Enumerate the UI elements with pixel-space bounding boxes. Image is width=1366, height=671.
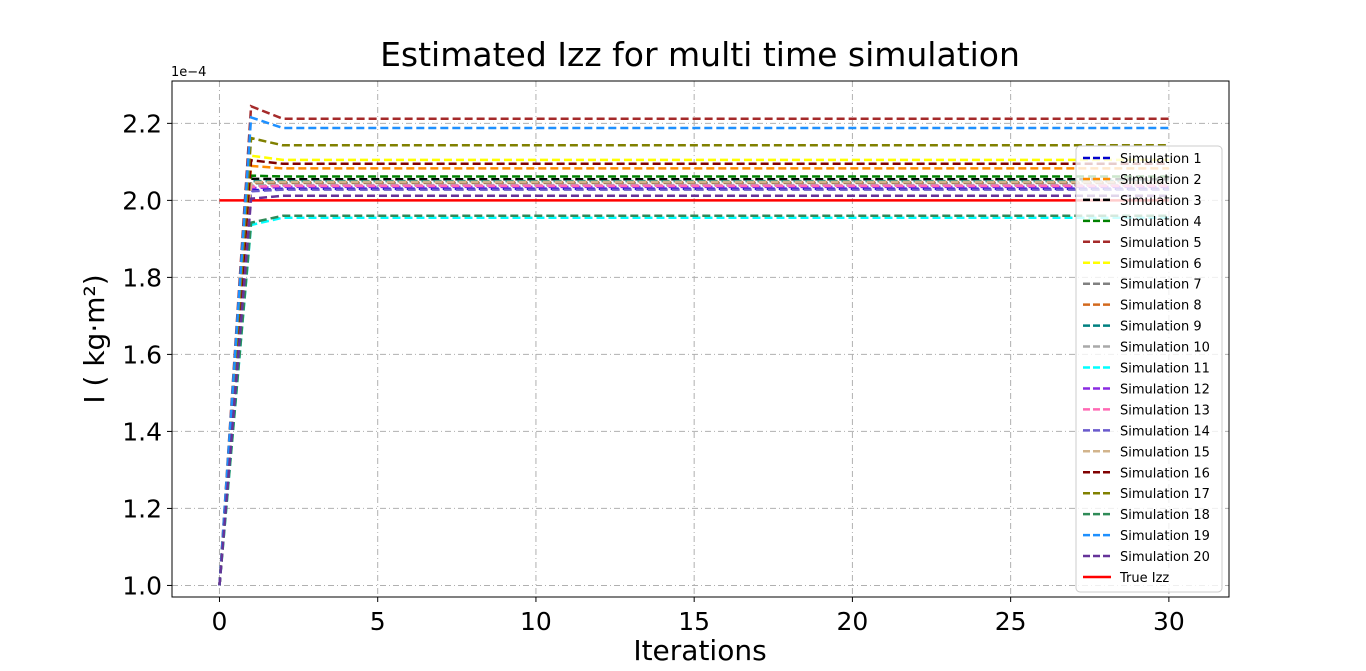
simulation-14-line	[218, 188, 1169, 586]
legend-label: Simulation 11	[1120, 362, 1210, 377]
simulation-2-line	[218, 164, 1169, 586]
plot-frame	[171, 80, 1230, 598]
legend-label: Simulation 18	[1120, 508, 1210, 523]
legend-label: Simulation 6	[1120, 257, 1202, 272]
legend-label: Simulation 12	[1120, 382, 1210, 397]
simulation-15-line	[218, 180, 1169, 586]
simulation-19-line	[218, 115, 1169, 586]
legend-label: Simulation 19	[1120, 529, 1210, 544]
legend-label: Simulation 1	[1120, 152, 1202, 167]
legend-label: Simulation 4	[1120, 215, 1202, 230]
legend-label: Simulation 20	[1120, 550, 1210, 565]
y-axis-ticks: 1.0 1.2 1.4 1.6 1.8 2.0 2.2	[122, 109, 172, 600]
y-tick-label: 1.0	[122, 571, 162, 600]
y-tick-label: 1.6	[122, 340, 162, 369]
series-lines	[218, 104, 1169, 586]
x-axis-ticks: 0 5 10 15 20 25 30	[212, 597, 1185, 636]
x-tick-label: 0	[212, 607, 228, 636]
y-tick-label: 2.2	[122, 109, 162, 138]
legend-box	[1075, 145, 1223, 593]
simulation-5-line	[218, 104, 1169, 586]
y-tick-label: 1.8	[122, 263, 162, 292]
simulation-16-line	[218, 158, 1169, 586]
x-tick-label: 30	[1153, 607, 1185, 636]
legend-label: Simulation 7	[1120, 278, 1202, 293]
y-tick-label: 1.2	[122, 494, 162, 523]
x-tick-label: 5	[370, 607, 386, 636]
legend-label: Simulation 17	[1120, 487, 1210, 502]
x-tick-label: 25	[995, 607, 1027, 636]
x-axis-label: Iterations	[633, 634, 766, 667]
simulation-11-line	[218, 216, 1169, 586]
legend-label: Simulation 14	[1120, 424, 1210, 439]
x-tick-label: 20	[836, 607, 868, 636]
legend-label: True Izz	[1119, 571, 1169, 586]
legend-label: Simulation 10	[1120, 341, 1210, 356]
y-axis-label: I ( kg·m²)	[78, 274, 111, 403]
y-tick-label: 1.4	[122, 417, 162, 446]
legend-label: Simulation 16	[1120, 466, 1210, 481]
simulation-13-line	[218, 184, 1169, 586]
legend-label: Simulation 13	[1120, 403, 1210, 418]
legend: Simulation 1 Simulation 2 Simulation 3 Simu…	[1075, 145, 1223, 593]
simulation-3-line	[218, 177, 1169, 586]
simulation-17-line	[218, 136, 1169, 586]
simulation-6-line	[218, 154, 1169, 586]
legend-label: Simulation 2	[1120, 173, 1202, 188]
simulation-4-line	[218, 174, 1169, 586]
legend-label: Simulation 3	[1120, 194, 1202, 209]
chart-title: Estimated Izz for multi time simulation	[380, 35, 1020, 74]
simulation-18-line	[218, 214, 1169, 586]
x-tick-label: 15	[678, 607, 710, 636]
y-tick-label: 2.0	[122, 186, 162, 215]
x-tick-label: 10	[520, 607, 552, 636]
legend-label: Simulation 15	[1120, 445, 1210, 460]
legend-label: Simulation 8	[1120, 299, 1202, 314]
legend-label: Simulation 5	[1120, 236, 1202, 251]
legend-label: Simulation 9	[1120, 320, 1202, 335]
simulation-20-line	[218, 194, 1169, 586]
y-offset-label: 1e−4	[171, 65, 206, 80]
